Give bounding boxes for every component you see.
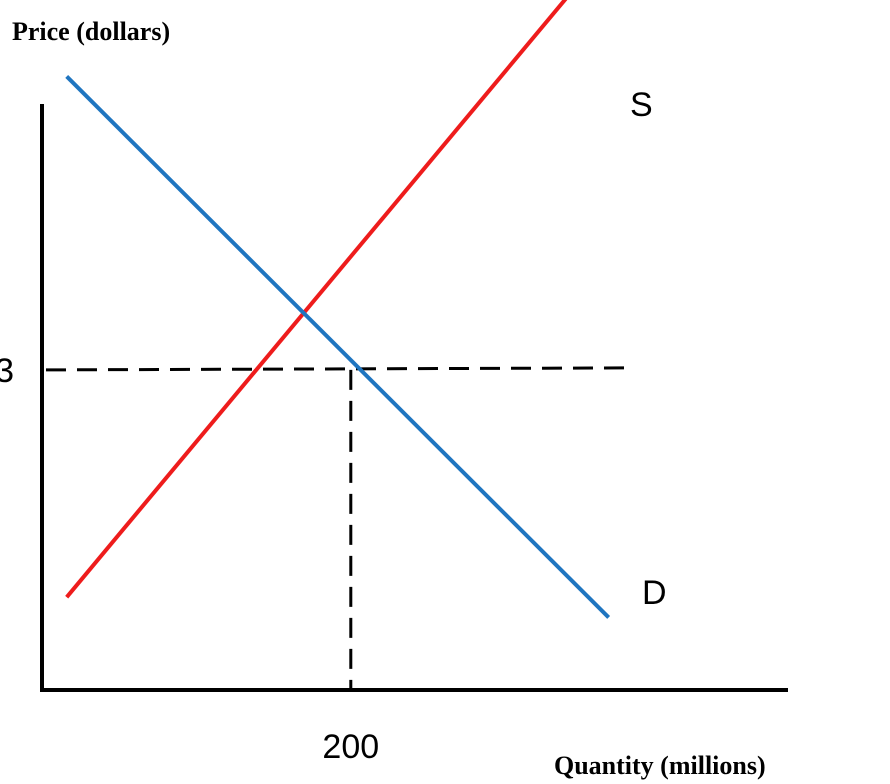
x-tick-label: 200: [322, 728, 379, 766]
supply-curve-label: S: [630, 86, 653, 124]
y-tick-label: 3: [0, 352, 14, 390]
supply-curve: [65, 0, 568, 599]
demand-curve-label: D: [642, 574, 667, 612]
demand-curve: [65, 75, 611, 619]
price-reference-line: [45, 366, 629, 372]
y-axis-label: Price (dollars): [12, 17, 170, 46]
x-axis-label: Quantity (millions): [554, 751, 766, 780]
